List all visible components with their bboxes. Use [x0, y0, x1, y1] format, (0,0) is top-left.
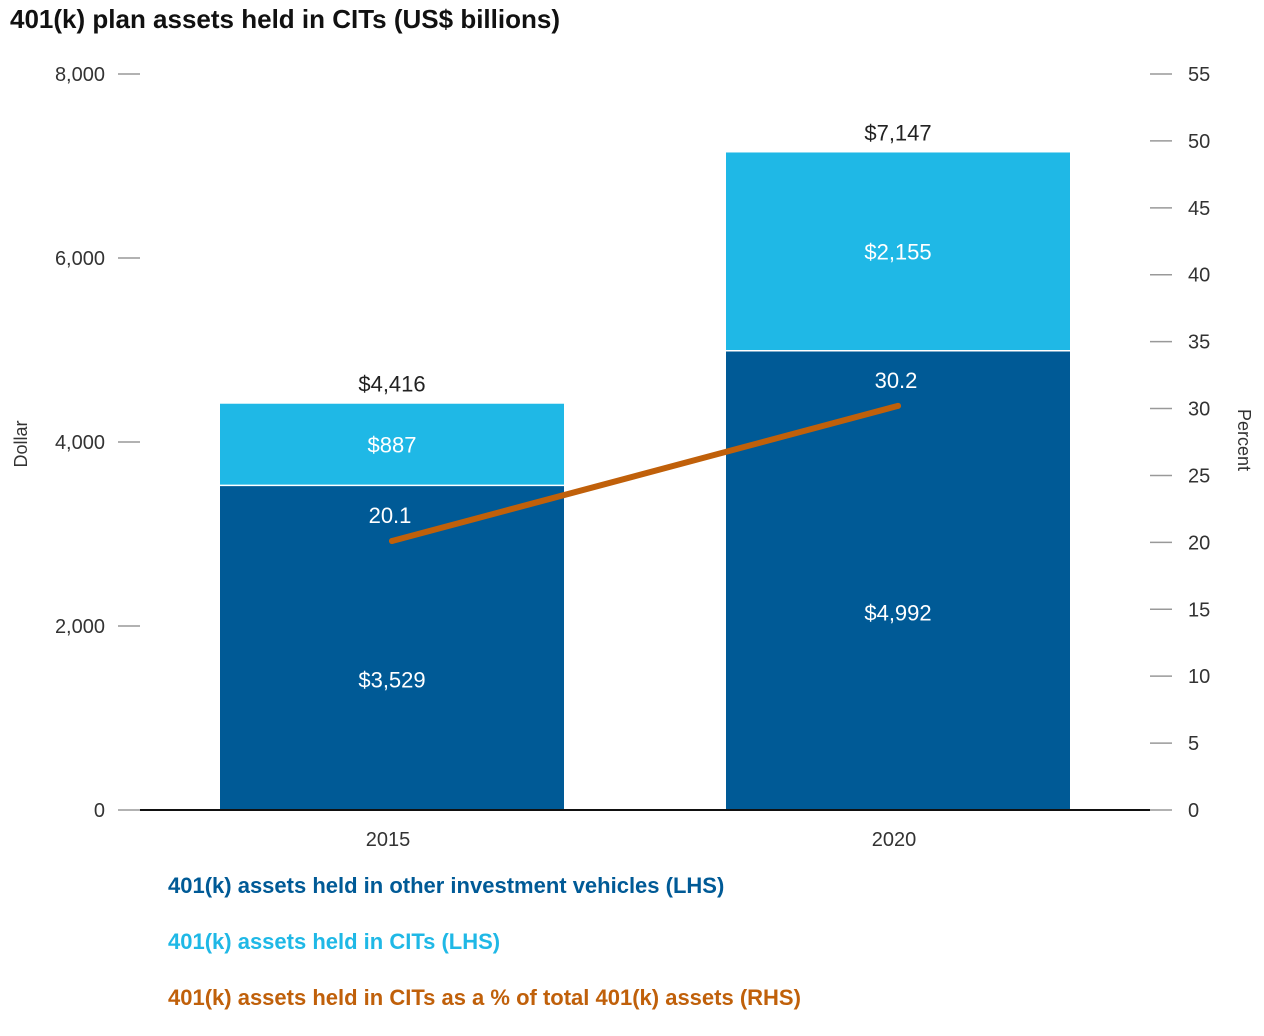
chart-title: 401(k) plan assets held in CITs (US$ bil… [10, 4, 560, 34]
y2-tick-label: 0 [1188, 800, 1199, 822]
y2-axis-title: Percent [1234, 409, 1254, 471]
legend: 401(k) assets held in other investment v… [168, 868, 801, 1036]
cit-percent-label-2020: 30.2 [875, 368, 918, 393]
y2-tick-label: 55 [1188, 64, 1210, 86]
y-tick-label: 8,000 [55, 64, 105, 86]
bar-total-label-2015: $4,416 [358, 372, 425, 397]
y-tick-label: 2,000 [55, 616, 105, 638]
bar-value-label-cits-2020: $2,155 [864, 240, 931, 265]
bar-value-label-other-2015: $3,529 [358, 668, 425, 693]
legend-item-cits: 401(k) assets held in CITs (LHS) [168, 929, 501, 954]
cit-percent-line [389, 402, 901, 545]
cit-percent-point-2015 [389, 538, 395, 545]
bar-other-vehicles-2015 [220, 485, 564, 810]
y2-tick-label: 25 [1188, 465, 1210, 487]
bar-value-label-other-2020: $4,992 [864, 600, 931, 625]
y2-tick-label: 20 [1188, 532, 1210, 554]
y-tick-label: 0 [94, 800, 105, 822]
y2-tick-label: 5 [1188, 733, 1199, 755]
y2-tick-label: 40 [1188, 265, 1210, 287]
x-tick-label-2020: 2020 [872, 829, 917, 851]
legend-item-cit-percent: 401(k) assets held in CITs as a % of tot… [168, 985, 801, 1010]
bar-other-vehicles-2020 [726, 350, 1070, 810]
x-tick-label-2015: 2015 [366, 829, 411, 851]
bar-cits-2020 [726, 152, 1070, 351]
cit-percent-point-2020 [895, 402, 901, 409]
bar-cits-2015 [220, 403, 564, 486]
y2-tick-label: 30 [1188, 399, 1210, 421]
y2-tick-label: 15 [1188, 599, 1210, 621]
y-axis-title: Dollar [11, 420, 31, 467]
bar-value-label-cits-2015: $887 [368, 433, 417, 458]
cit-percent-label-2015: 20.1 [369, 503, 412, 528]
bar-total-label-2020: $7,147 [864, 120, 931, 145]
y2-tick-label: 35 [1188, 332, 1210, 354]
y2-tick-label: 45 [1188, 198, 1210, 220]
y2-tick-label: 10 [1188, 666, 1210, 688]
y-tick-label: 6,000 [55, 248, 105, 270]
y-tick-label: 4,000 [55, 432, 105, 454]
legend-item-other-vehicles: 401(k) assets held in other investment v… [168, 873, 725, 898]
y2-tick-label: 50 [1188, 131, 1210, 153]
